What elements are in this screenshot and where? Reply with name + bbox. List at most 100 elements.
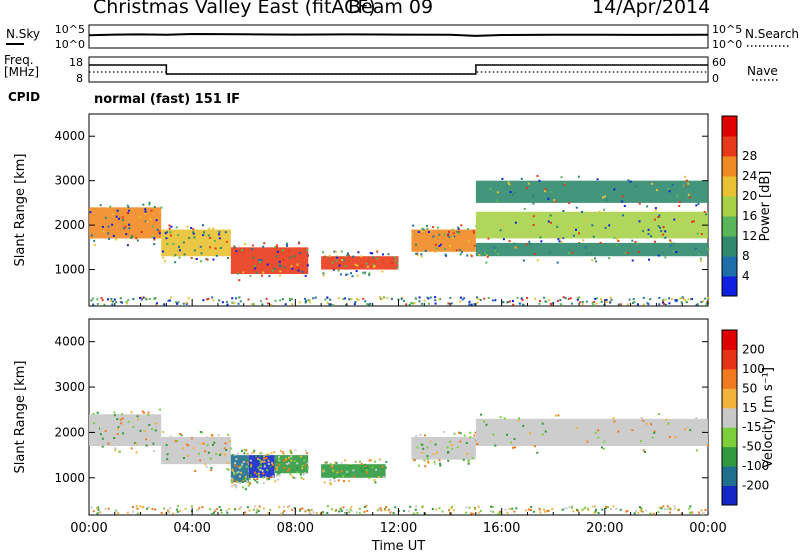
- power-ground-speck: [202, 299, 205, 302]
- velocity-colorbar-tick: 200: [742, 342, 765, 356]
- power-ground-speck: [366, 303, 369, 306]
- velocity-echo-speck: [213, 451, 216, 454]
- power-echo-speck: [496, 199, 499, 202]
- velocity-echo-speck: [364, 463, 367, 466]
- power-ground-speck: [356, 298, 358, 301]
- power-ground-speck: [235, 297, 237, 300]
- power-echo-speck: [150, 209, 153, 212]
- power-echo-speck: [251, 244, 254, 247]
- velocity-echo-speck: [575, 426, 578, 429]
- power-ground-speck: [418, 296, 421, 299]
- time-xtick-label: 00:00: [689, 521, 726, 536]
- velocity-ground-speck: [365, 505, 368, 508]
- velocity-ground-speck: [322, 511, 324, 514]
- power-echo-speck: [268, 275, 271, 278]
- power-echo-speck: [589, 252, 592, 255]
- power-echo-speck: [496, 252, 499, 255]
- velocity-ground-speck: [97, 508, 100, 511]
- velocity-echo-speck: [421, 443, 424, 446]
- power-ground-speck: [690, 298, 693, 301]
- power-echo-speck: [148, 203, 151, 206]
- power-echo-speck: [670, 241, 673, 244]
- velocity-echo-speck: [270, 476, 273, 479]
- power-echo-speck: [260, 259, 263, 262]
- velocity-echo-speck: [306, 466, 309, 469]
- velocity-ground-speck: [641, 510, 644, 513]
- power-ground-speck: [231, 297, 234, 300]
- power-echo-speck: [357, 251, 360, 254]
- power-echo-speck: [431, 226, 434, 229]
- power-echo-speck: [346, 254, 349, 257]
- power-echo-speck: [297, 267, 300, 270]
- velocity-echo-speck: [335, 461, 338, 464]
- power-echo-speck: [296, 263, 299, 266]
- power-echo-speck: [487, 237, 490, 240]
- velocity-echo-speck: [243, 449, 246, 452]
- velocity-echo-speck: [139, 429, 142, 432]
- power-echo-speck: [664, 256, 667, 259]
- power-echo-speck: [104, 216, 107, 219]
- power-echo-speck: [634, 241, 637, 243]
- power-ground-speck: [685, 301, 688, 304]
- velocity-echo-speck: [302, 478, 305, 480]
- velocity-ground-speck: [465, 506, 468, 509]
- velocity-echo-speck: [199, 431, 202, 433]
- power-echo-speck: [225, 240, 228, 243]
- velocity-echo-speck: [436, 451, 439, 454]
- power-ground-speck: [628, 298, 631, 301]
- velocity-echo-speck: [175, 440, 178, 442]
- power-echo-speck: [128, 223, 131, 226]
- velocity-echo-speck: [199, 459, 202, 462]
- velocity-ground-speck: [506, 511, 509, 514]
- velocity-echo-speck: [480, 413, 483, 416]
- velocity-echo-speck: [541, 422, 544, 425]
- velocity-echo-speck: [266, 478, 269, 481]
- velocity-echo-speck: [492, 433, 495, 436]
- power-ground-speck: [658, 303, 661, 306]
- velocity-ground-speck: [220, 509, 223, 511]
- power-echo-speck: [457, 227, 460, 230]
- velocity-echo-speck: [674, 436, 677, 439]
- velocity-echo-speck: [295, 467, 298, 469]
- power-echo-speck: [526, 187, 528, 190]
- power-echo-speck: [646, 205, 649, 208]
- power-echo-speck: [627, 179, 630, 182]
- velocity-ground-speck: [253, 505, 256, 508]
- power-ground-speck: [267, 302, 270, 305]
- power-ground-speck: [103, 303, 106, 306]
- velocity-echo-speck: [603, 440, 606, 443]
- power-echo-speck: [699, 260, 702, 263]
- velocity-echo-speck: [175, 450, 178, 453]
- power-echo-speck: [502, 223, 505, 226]
- power-echo-speck: [501, 177, 504, 180]
- velocity-ground-speck: [619, 508, 622, 511]
- velocity-ground-speck: [576, 509, 579, 512]
- power-ground-speck: [617, 303, 620, 306]
- velocity-echo-speck: [264, 476, 267, 479]
- velocity-echo-speck: [146, 434, 148, 437]
- velocity-echo-speck: [155, 422, 158, 425]
- power-echo-speck: [158, 230, 161, 233]
- velocity-echo-speck: [273, 451, 276, 454]
- velocity-echo-speck: [378, 476, 381, 479]
- power-ground-speck: [545, 301, 548, 303]
- velocity-ground-speck: [634, 509, 637, 512]
- power-echo-speck: [578, 232, 580, 235]
- power-echo-speck: [369, 252, 372, 254]
- power-echo-speck: [371, 252, 374, 255]
- velocity-ground-speck: [701, 512, 704, 515]
- power-echo-speck: [449, 245, 451, 248]
- velocity-echo-speck: [304, 449, 307, 452]
- velocity-echo-speck: [257, 472, 260, 475]
- velocity-echo-speck: [237, 471, 240, 474]
- power-echo-speck: [654, 207, 657, 210]
- velocity-echo-speck: [613, 420, 616, 423]
- power-ground-speck: [479, 299, 482, 302]
- power-ground-speck: [534, 297, 537, 300]
- velocity-ground-speck: [546, 509, 549, 512]
- power-echo-speck: [575, 206, 578, 209]
- power-echo-speck: [289, 256, 292, 259]
- power-ground-speck: [110, 298, 113, 300]
- power-echo-speck: [486, 255, 489, 258]
- power-ground-speck: [221, 301, 224, 304]
